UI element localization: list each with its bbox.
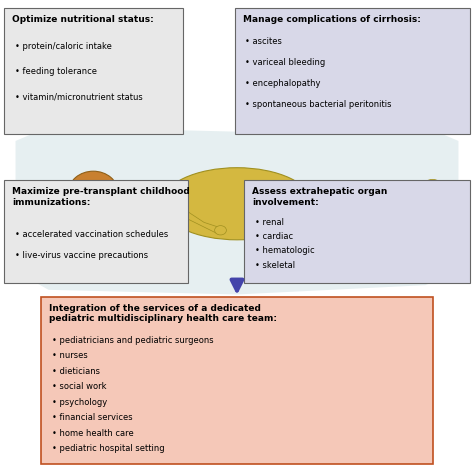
Text: • accelerated vaccination schedules: • accelerated vaccination schedules: [15, 230, 168, 239]
Ellipse shape: [215, 226, 227, 235]
Text: • psychology: • psychology: [52, 398, 108, 407]
Polygon shape: [298, 213, 397, 227]
Text: Assess extrahepatic organ
involvement:: Assess extrahepatic organ involvement:: [252, 188, 387, 207]
Polygon shape: [275, 201, 327, 218]
Ellipse shape: [424, 179, 441, 191]
Text: • spontaneous bacterial peritonitis: • spontaneous bacterial peritonitis: [246, 100, 392, 109]
Text: • encephalopathy: • encephalopathy: [246, 79, 321, 88]
Polygon shape: [298, 182, 426, 193]
Text: • nurses: • nurses: [52, 351, 88, 360]
Text: • ascites: • ascites: [246, 37, 283, 46]
Text: • skeletal: • skeletal: [255, 261, 295, 270]
Text: • protein/caloric intake: • protein/caloric intake: [15, 42, 111, 51]
Text: • social work: • social work: [52, 382, 107, 391]
Text: • vitamin/micronutrient status: • vitamin/micronutrient status: [15, 92, 142, 101]
Text: • variceal bleeding: • variceal bleeding: [246, 58, 326, 67]
Text: • pediatricians and pediatric surgeons: • pediatricians and pediatric surgeons: [52, 336, 214, 345]
Text: Manage complications of cirrhosis:: Manage complications of cirrhosis:: [243, 15, 420, 24]
FancyBboxPatch shape: [41, 297, 433, 464]
Polygon shape: [117, 195, 136, 204]
Text: • cardiac: • cardiac: [255, 232, 293, 241]
Polygon shape: [16, 127, 458, 294]
Text: • feeding tolerance: • feeding tolerance: [15, 67, 97, 76]
Text: Integration of the services of a dedicated
pediatric multidisciplinary health ca: Integration of the services of a dedicat…: [49, 304, 277, 323]
Text: • pediatric hospital setting: • pediatric hospital setting: [52, 444, 165, 453]
Text: Optimize nutritional status:: Optimize nutritional status:: [12, 15, 154, 24]
Ellipse shape: [69, 171, 118, 213]
FancyBboxPatch shape: [4, 181, 188, 283]
Text: • financial services: • financial services: [52, 413, 133, 422]
Text: • home health care: • home health care: [52, 429, 134, 438]
Polygon shape: [176, 206, 218, 234]
FancyBboxPatch shape: [244, 181, 470, 283]
Ellipse shape: [162, 168, 312, 240]
FancyBboxPatch shape: [235, 8, 470, 134]
FancyBboxPatch shape: [4, 8, 183, 134]
Ellipse shape: [46, 184, 121, 224]
Text: Maximize pre-transplant childhood
immunizations:: Maximize pre-transplant childhood immuni…: [12, 188, 190, 207]
Text: • live-virus vaccine precautions: • live-virus vaccine precautions: [15, 250, 148, 260]
Ellipse shape: [396, 219, 412, 231]
Text: • hematologic: • hematologic: [255, 246, 315, 256]
Text: • renal: • renal: [255, 218, 284, 227]
Text: • dieticians: • dieticians: [52, 367, 100, 376]
